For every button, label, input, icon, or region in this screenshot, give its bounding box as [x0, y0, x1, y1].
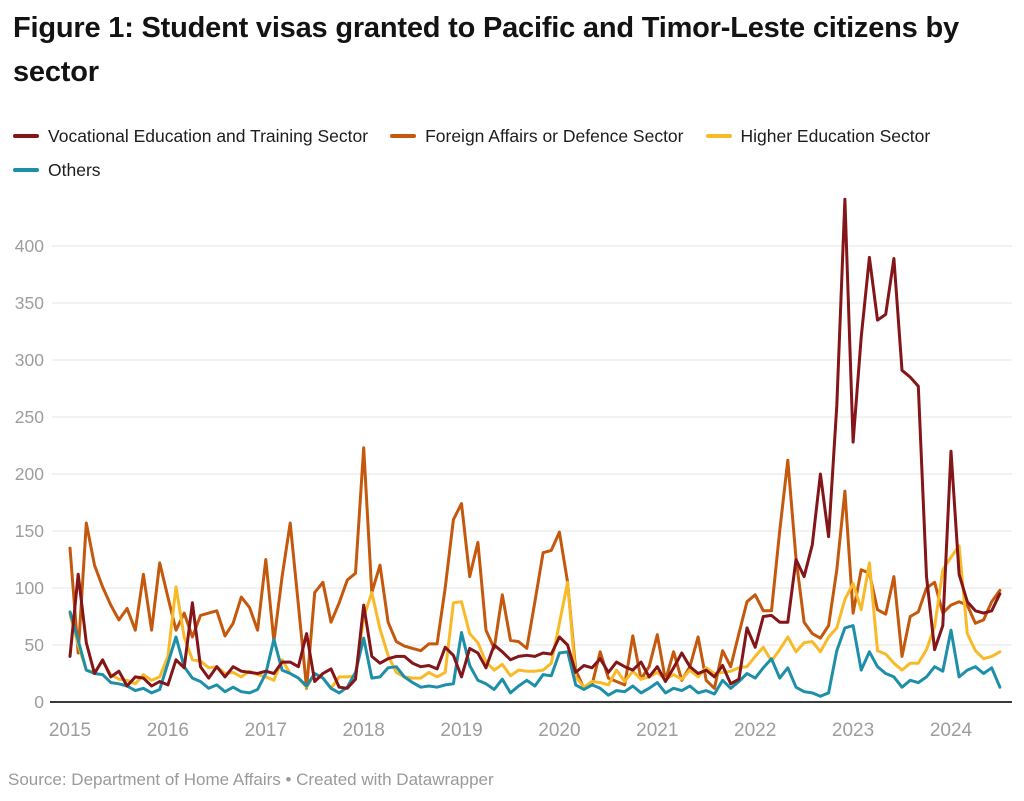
y-tick-label: 50 [25, 635, 45, 655]
y-tick-label: 350 [15, 293, 44, 313]
legend-swatch-icon [705, 133, 732, 138]
x-tick-label: 2022 [734, 720, 776, 741]
x-tick-label: 2023 [832, 720, 874, 741]
legend-item-3[interactable]: Others [13, 160, 101, 180]
y-tick-label: 100 [15, 578, 44, 598]
chart-legend: Vocational Education and Training Sector… [13, 119, 965, 187]
x-tick-label: 2015 [49, 720, 91, 741]
series-line-3[interactable] [68, 610, 1002, 698]
y-tick-label: 0 [34, 692, 44, 712]
legend-item-0[interactable]: Vocational Education and Training Sector [13, 126, 368, 146]
legend-label: Others [48, 160, 101, 180]
legend-swatch-icon [13, 133, 39, 138]
series-line-2[interactable] [68, 544, 1002, 690]
legend-label: Higher Education Sector [740, 126, 931, 146]
x-tick-label: 2020 [538, 720, 580, 741]
y-tick-label: 150 [15, 521, 44, 541]
x-tick-label: 2016 [147, 720, 189, 741]
legend-item-2[interactable]: Higher Education Sector [705, 126, 931, 146]
y-tick-label: 400 [15, 236, 44, 256]
x-tick-label: 2021 [636, 720, 678, 741]
source-attribution: Source: Department of Home Affairs • Cre… [8, 770, 494, 789]
y-tick-label: 300 [15, 350, 44, 370]
legend-item-1[interactable]: Foreign Affairs or Defence Sector [390, 126, 684, 146]
x-tick-label: 2019 [440, 720, 482, 741]
series-line-1[interactable] [68, 446, 1002, 690]
chart-title: Figure 1: Student visas granted to Pacif… [13, 12, 959, 88]
x-tick-label: 2024 [930, 720, 973, 741]
series-line-0[interactable] [68, 197, 1002, 690]
y-tick-label: 250 [15, 407, 44, 427]
legend-swatch-icon [390, 133, 417, 138]
legend-label: Vocational Education and Training Sector [48, 126, 369, 146]
legend-label: Foreign Affairs or Defence Sector [425, 126, 684, 146]
x-tick-label: 2018 [343, 720, 385, 741]
legend-swatch-icon [13, 167, 39, 172]
y-tick-label: 200 [15, 464, 44, 484]
x-tick-label: 2017 [245, 720, 287, 741]
